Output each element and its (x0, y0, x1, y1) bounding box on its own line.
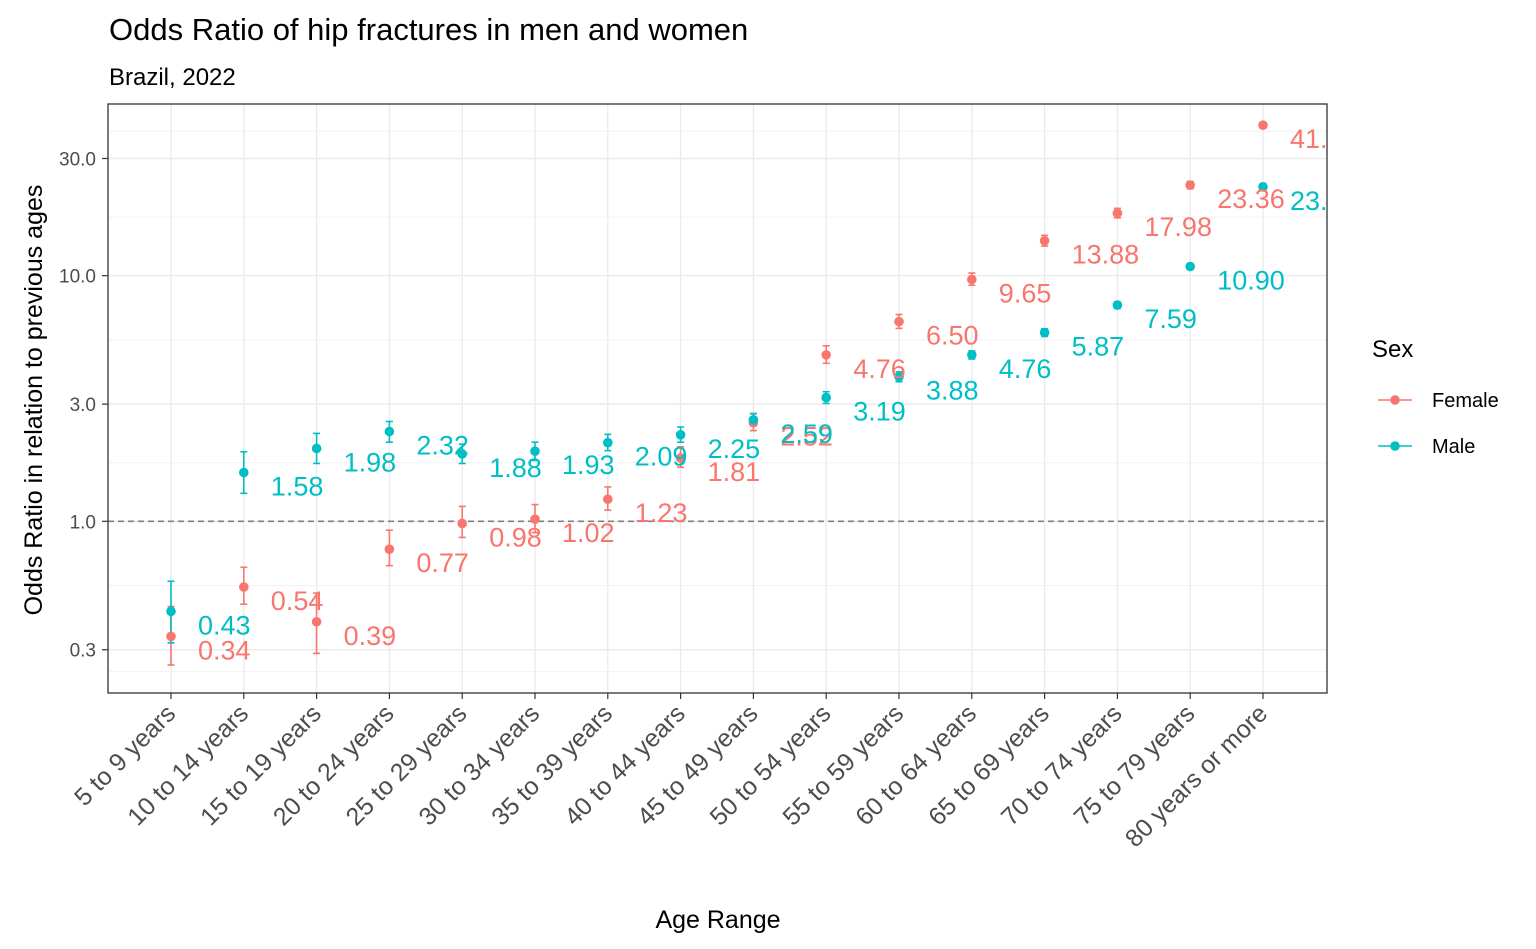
legend-label: Male (1432, 436, 1475, 458)
data-point (967, 274, 977, 285)
legend-title: Sex (1372, 336, 1413, 363)
y-tick-label: 0.3 (70, 641, 96, 662)
data-point (239, 467, 249, 478)
data-point (603, 437, 613, 448)
data-point (1039, 235, 1050, 246)
data-point (1185, 261, 1195, 272)
data-label: 2.25 (708, 434, 761, 464)
data-label: 13.88 (1072, 240, 1140, 270)
data-label: 1.88 (489, 453, 542, 483)
legend-key-point (1390, 441, 1400, 451)
data-point (1112, 208, 1123, 218)
data-point (821, 392, 831, 403)
data-point (967, 350, 977, 360)
data-label: 6.50 (926, 321, 979, 351)
data-point (457, 518, 468, 529)
data-label: 0.77 (416, 548, 469, 578)
data-label: 7.59 (1144, 304, 1197, 334)
y-tick-label: 3.0 (70, 395, 96, 416)
data-point (166, 631, 176, 642)
data-point (311, 616, 322, 627)
data-point (1258, 120, 1268, 130)
data-point (1258, 182, 1268, 192)
data-point (311, 443, 322, 454)
legend-item: Male (1378, 436, 1475, 458)
data-label: 0.43 (198, 610, 251, 640)
data-label: 10.90 (1217, 265, 1285, 295)
data-label: 0.34 (198, 635, 251, 665)
y-tick-label: 30.0 (59, 149, 96, 170)
data-label: 41. (1290, 124, 1328, 154)
data-point (457, 449, 468, 459)
data-point (603, 494, 613, 505)
chart-subtitle: Brazil, 2022 (109, 64, 236, 91)
data-point (166, 606, 176, 617)
data-label: 0.98 (489, 522, 542, 552)
data-label: 1.98 (344, 447, 397, 477)
data-point (894, 371, 904, 382)
data-label: 1.93 (562, 450, 615, 480)
y-tick-label: 1.0 (70, 512, 96, 533)
data-label: 9.65 (999, 278, 1052, 308)
data-point (1185, 180, 1195, 190)
data-label: 0.39 (344, 621, 397, 651)
data-label: 2.09 (635, 442, 688, 472)
y-tick-label: 10.0 (59, 267, 96, 288)
data-point (384, 544, 395, 554)
legend-key-point (1390, 395, 1400, 405)
data-point (1112, 300, 1123, 310)
data-label: 0.54 (271, 586, 324, 616)
data-point (821, 350, 831, 360)
data-label: 5.87 (1072, 332, 1125, 362)
panel-background (108, 104, 1327, 693)
plot-panel: 0.34 0.54 0.39 0.77 0.98 1.02 1.23 1.81 2.52 4.76… (107, 103, 1328, 694)
data-point (748, 414, 759, 425)
legend-label: Female (1432, 390, 1499, 412)
data-label: 1.81 (708, 457, 761, 487)
chart-title: Odds Ratio of hip fractures in men and w… (109, 12, 748, 47)
data-label: 3.88 (926, 376, 979, 406)
y-axis: 0.3 1.0 3.0 10.0 30.0 (59, 149, 108, 662)
data-label: 1.23 (635, 498, 688, 528)
data-point (384, 426, 395, 437)
data-labels: 0.34 0.54 0.39 0.77 0.98 1.02 1.23 1.81 2.52 4.76… (198, 124, 1328, 665)
panel-border (107, 103, 1328, 694)
data-label: 17.98 (1144, 212, 1212, 242)
data-point (530, 514, 540, 525)
x-axis-title: Age Range (655, 906, 780, 934)
data-label: 23.36 (1217, 184, 1285, 214)
data-label: 4.76 (999, 354, 1052, 384)
data-points (166, 120, 1268, 642)
data-label: 23. (1290, 186, 1328, 216)
data-point (675, 430, 686, 440)
data-label: 1.02 (562, 518, 615, 548)
data-point (894, 316, 904, 327)
data-label: 3.19 (853, 397, 906, 427)
data-point (1039, 327, 1050, 338)
data-point (239, 582, 249, 592)
y-axis-title: Odds Ratio in relation to previous ages (20, 185, 48, 616)
data-label: 2.59 (780, 419, 833, 449)
data-point (675, 453, 686, 463)
data-point (530, 446, 540, 456)
data-label: 1.58 (271, 472, 324, 502)
data-label: 4.76 (853, 354, 906, 384)
data-label: 2.52 (780, 422, 833, 452)
grid-minor (108, 130, 1327, 672)
legend: Sex Female Male (1372, 336, 1499, 458)
legend-item: Female (1378, 390, 1499, 412)
data-label: 2.32 (416, 431, 469, 461)
